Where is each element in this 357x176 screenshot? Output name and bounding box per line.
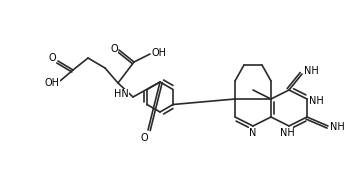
Text: O: O [110,44,118,54]
Text: O: O [48,53,56,63]
Text: NH: NH [303,66,318,76]
Text: OH: OH [151,48,166,58]
Text: N: N [249,128,257,138]
Text: NH: NH [308,96,323,106]
Text: NH: NH [330,122,345,132]
Text: O: O [140,133,148,143]
Text: NH: NH [280,128,295,138]
Text: HN: HN [114,89,129,99]
Text: OH: OH [45,78,60,88]
